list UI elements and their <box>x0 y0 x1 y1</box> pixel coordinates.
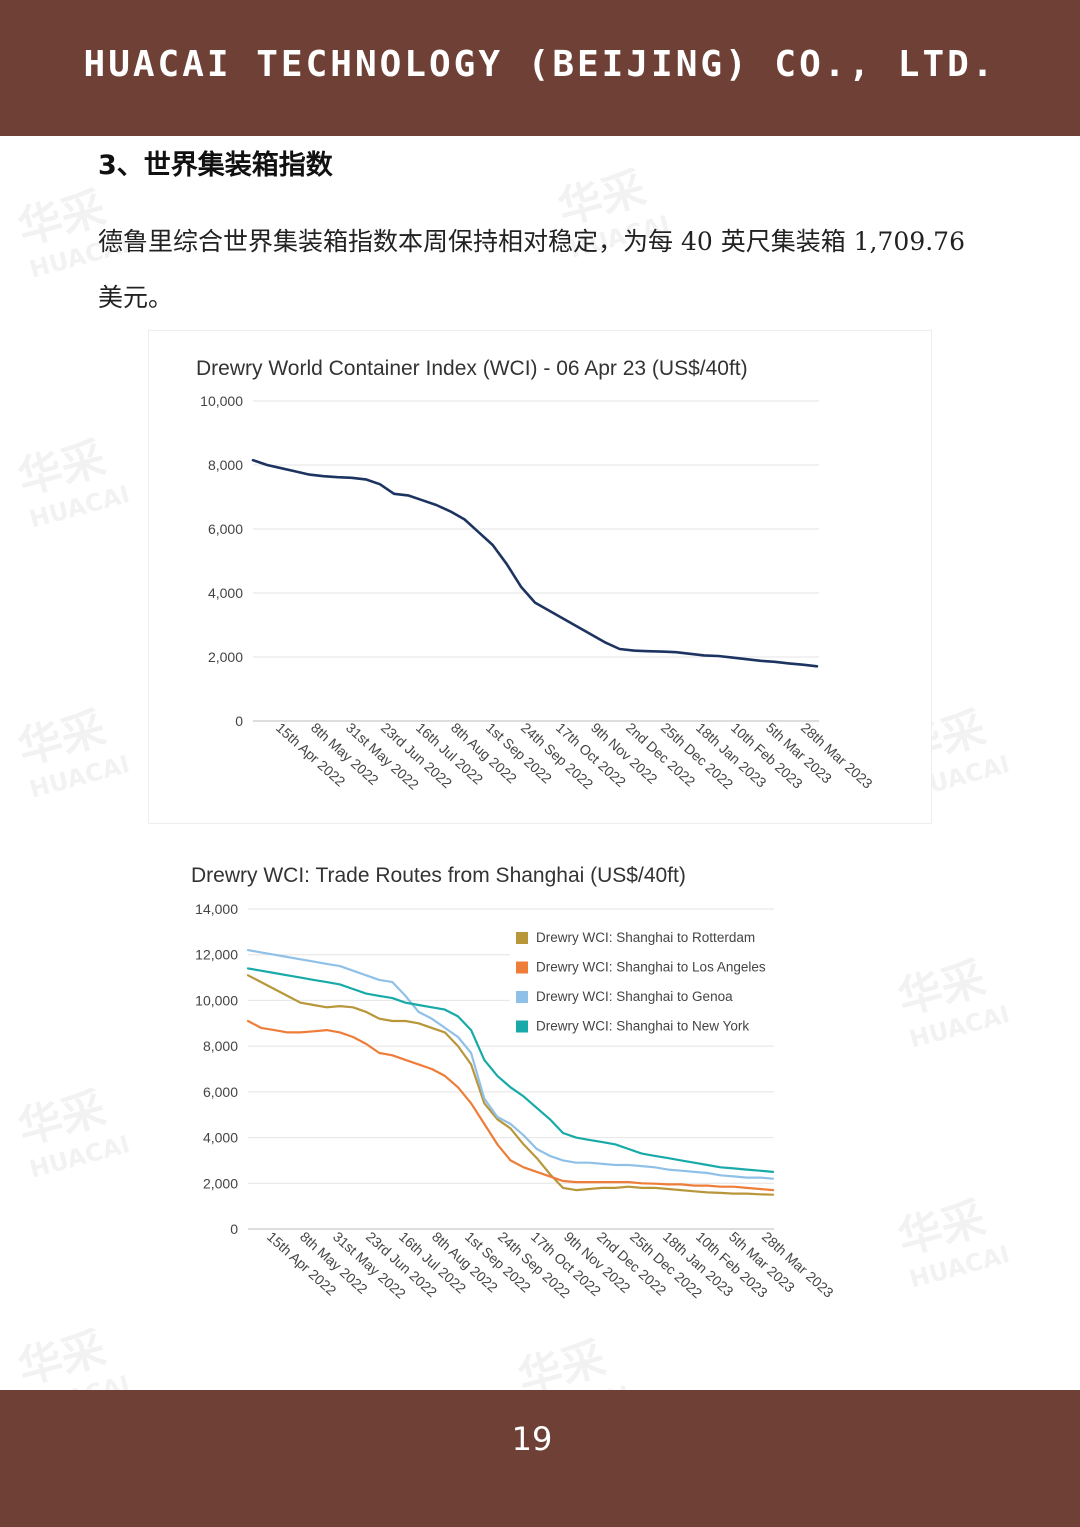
legend-box <box>510 928 780 1038</box>
y-tick-label: 0 <box>230 1221 238 1237</box>
series-line <box>251 458 819 668</box>
legend-entry: Drewry WCI: Shanghai to Rotterdam <box>536 930 755 945</box>
y-tick-label: 10,000 <box>195 992 238 1008</box>
y-tick-label: 14,000 <box>195 901 238 917</box>
section-paragraph: 德鲁里综合世界集装箱指数本周保持相对稳定，为每 40 英尺集装箱 1,709.7… <box>98 227 965 312</box>
wci-chart-card: Drewry World Container Index (WCI) - 06 … <box>148 330 932 824</box>
legend-swatch <box>516 961 528 974</box>
chart-title: Drewry WCI: Trade Routes from Shanghai (… <box>191 864 686 887</box>
y-tick-label: 6,000 <box>203 1084 238 1100</box>
y-tick-label: 6,000 <box>208 521 243 537</box>
legend-swatch <box>516 932 528 944</box>
chart-title: Drewry World Container Index (WCI) - 06 … <box>196 357 748 380</box>
series-line <box>246 948 775 1180</box>
legend-swatch <box>516 991 528 1003</box>
trade-routes-chart-card: Drewry WCI: Trade Routes from Shanghai (… <box>148 842 838 1312</box>
company-title: HUACAI TECHNOLOGY (BEIJING) CO., LTD. <box>83 44 997 85</box>
legend-entry: Drewry WCI: Shanghai to New York <box>536 1019 749 1034</box>
y-tick-label: 4,000 <box>203 1130 238 1146</box>
series-line <box>246 967 775 1173</box>
y-tick-label: 12,000 <box>195 947 238 963</box>
page-number: 19 <box>511 1420 553 1458</box>
y-tick-label: 8,000 <box>208 457 243 473</box>
y-tick-label: 2,000 <box>208 649 243 665</box>
header-bar: HUACAI TECHNOLOGY (BEIJING) CO., LTD. <box>0 0 1080 136</box>
y-tick-label: 4,000 <box>208 585 243 601</box>
trade-routes-chart: Drewry WCI: Trade Routes from Shanghai (… <box>191 864 837 1302</box>
y-tick-label: 2,000 <box>203 1175 238 1191</box>
wci-chart: Drewry World Container Index (WCI) - 06 … <box>196 357 876 793</box>
y-tick-label: 0 <box>235 713 243 729</box>
legend-entry: Drewry WCI: Shanghai to Genoa <box>536 989 733 1004</box>
y-tick-label: 8,000 <box>203 1038 238 1054</box>
legend-entry: Drewry WCI: Shanghai to Los Angeles <box>536 960 766 975</box>
section-heading: 3、世界集装箱指数 <box>98 150 333 181</box>
series-line <box>246 1019 775 1192</box>
footer-bar <box>0 1390 1080 1527</box>
legend-swatch <box>516 1020 528 1033</box>
series-line <box>246 974 775 1196</box>
y-tick-label: 10,000 <box>200 393 243 409</box>
